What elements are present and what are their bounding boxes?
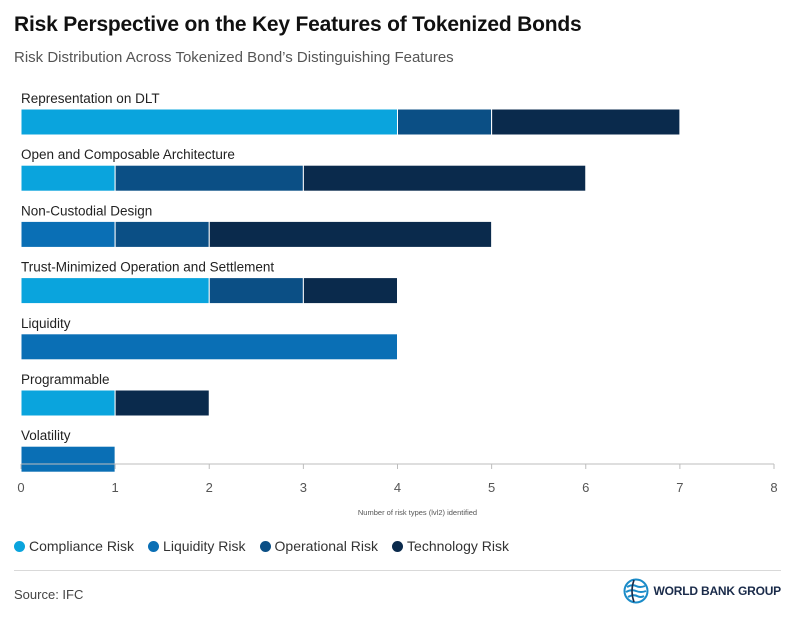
category-label: Programmable — [21, 372, 110, 387]
legend-label: Liquidity Risk — [163, 538, 246, 554]
x-tick-label: 1 — [112, 480, 119, 495]
legend-item: Technology Risk — [392, 538, 509, 554]
bar-segment-liquidity-risk — [20, 220, 116, 248]
legend-label: Technology Risk — [407, 538, 509, 554]
bar-segment-operational-risk — [208, 277, 304, 305]
bar-segment-operational-risk — [397, 108, 493, 136]
chart-legend: Compliance Risk Liquidity Risk Operational… — [14, 538, 509, 554]
legend-swatch — [259, 540, 271, 552]
x-tick-label: 3 — [300, 480, 307, 495]
legend-label: Operational Risk — [274, 538, 379, 554]
stacked-bar-chart: Representation on DLT Open and Composable… — [17, 91, 777, 517]
bar-segment-technology-risk — [491, 108, 681, 136]
legend-item: Compliance Risk — [14, 538, 134, 554]
bar-segment-technology-risk — [302, 277, 398, 305]
bar-segment-liquidity-risk — [20, 445, 116, 473]
legend-item: Operational Risk — [259, 538, 379, 554]
category-label: Volatility — [21, 428, 71, 443]
world-bank-group-logo: WORLD BANK GROUP — [623, 578, 781, 604]
legend-label: Compliance Risk — [29, 538, 135, 554]
x-tick-label: 4 — [394, 480, 401, 495]
bar-segment-compliance-risk — [20, 389, 116, 417]
bar-segment-operational-risk — [114, 164, 304, 192]
legend-swatch — [14, 540, 25, 552]
legend-swatch — [392, 540, 404, 552]
globe-icon — [623, 578, 649, 604]
category-label: Open and Composable Architecture — [21, 147, 235, 162]
bar-segment-technology-risk — [208, 220, 493, 248]
x-axis-title: Number of risk types (lvl2) identified — [358, 508, 477, 517]
bar-segment-compliance-risk — [20, 164, 116, 192]
category-label: Trust-Minimized Operation and Settlement — [21, 260, 274, 275]
logo-text: WORLD BANK GROUP — [653, 584, 782, 598]
chart-title: Risk Perspective on the Key Features of … — [14, 13, 582, 36]
x-tick-label: 2 — [206, 480, 213, 495]
legend-swatch — [148, 540, 160, 552]
x-tick-label: 8 — [770, 480, 777, 495]
bar-segment-technology-risk — [114, 389, 210, 417]
bar-segment-compliance-risk — [20, 108, 398, 136]
category-label: Non-Custodial Design — [21, 203, 152, 218]
x-tick-label: 6 — [582, 480, 589, 495]
bar-segment-compliance-risk — [20, 277, 210, 305]
x-tick-label: 0 — [17, 480, 24, 495]
x-tick-label: 7 — [676, 480, 683, 495]
source-note: Source: IFC — [14, 587, 84, 602]
category-label: Representation on DLT — [21, 91, 160, 106]
bar-segment-operational-risk — [114, 220, 210, 248]
x-tick-label: 5 — [488, 480, 495, 495]
bar-segment-liquidity-risk — [20, 333, 398, 361]
bar-segment-technology-risk — [302, 164, 587, 192]
category-label: Liquidity — [21, 316, 71, 331]
footer-divider — [14, 570, 781, 571]
chart-subtitle: Risk Distribution Across Tokenized Bond’… — [14, 49, 454, 66]
legend-item: Liquidity Risk — [148, 538, 246, 554]
